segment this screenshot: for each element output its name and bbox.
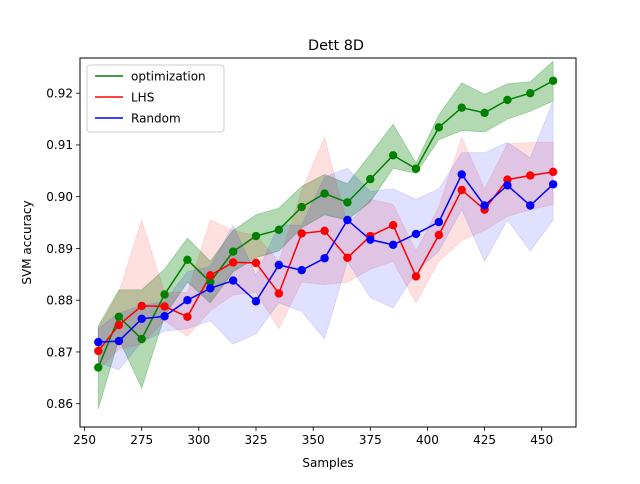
legend: optimization LHS Random: [86, 64, 225, 133]
chart-title: Dett 8D: [308, 38, 364, 54]
point-optimization: [503, 95, 512, 105]
point-random: [160, 312, 169, 321]
point-random: [526, 201, 535, 210]
point-lhs: [320, 226, 329, 236]
point-lhs: [548, 167, 558, 177]
point-optimization: [388, 151, 398, 160]
point-random: [274, 260, 284, 270]
point-random: [94, 337, 103, 347]
x-tick-label: 400: [416, 433, 439, 447]
point-lhs: [114, 320, 124, 330]
point-random: [434, 217, 444, 227]
y-axis-ticks: 0.86 0.87 0.88 0.89 0.90 0.91 0.92: [46, 86, 80, 411]
point-random: [503, 181, 512, 190]
legend-box: [86, 64, 225, 133]
y-tick-label: 0.86: [46, 397, 73, 411]
y-tick-label: 0.89: [46, 242, 73, 256]
point-optimization: [480, 108, 489, 118]
plot-frame: [79, 57, 577, 428]
point-random: [183, 296, 192, 305]
point-lhs: [434, 230, 444, 240]
point-optimization: [160, 290, 169, 299]
point-lhs: [457, 185, 466, 195]
x-tick-label: 300: [187, 433, 210, 447]
point-lhs: [411, 272, 421, 281]
point-lhs: [274, 289, 284, 298]
point-optimization: [206, 277, 215, 287]
point-random: [411, 229, 421, 239]
point-optimization: [526, 88, 535, 98]
y-axis-label: SVM accuracy: [20, 200, 34, 284]
series-points: [94, 76, 558, 372]
y-tick-label: 0.91: [46, 138, 73, 152]
point-optimization: [137, 334, 146, 344]
point-optimization: [411, 164, 421, 173]
point-random: [137, 314, 146, 324]
point-random: [343, 215, 352, 225]
point-random: [480, 201, 489, 210]
point-lhs: [137, 301, 146, 311]
point-lhs: [94, 346, 103, 356]
x-tick-label: 325: [245, 433, 268, 447]
x-tick-label: 375: [359, 433, 382, 447]
point-random: [388, 240, 398, 250]
y-tick-label: 0.92: [46, 86, 73, 100]
legend-label-random: Random: [131, 112, 181, 126]
point-lhs: [388, 220, 398, 230]
point-optimization: [228, 247, 238, 256]
point-optimization: [297, 202, 306, 212]
point-lhs: [526, 171, 535, 180]
point-lhs: [251, 258, 261, 268]
x-tick-label: 350: [302, 433, 325, 447]
point-random: [297, 265, 306, 275]
point-optimization: [366, 174, 375, 184]
point-lhs: [228, 258, 238, 267]
point-optimization: [183, 255, 192, 265]
point-lhs: [183, 312, 192, 321]
band-random: [97, 100, 554, 371]
point-optimization: [251, 231, 261, 241]
point-random: [320, 254, 329, 263]
legend-label-lhs: LHS: [131, 91, 154, 105]
x-tick-label: 250: [73, 433, 96, 447]
y-tick-label: 0.88: [46, 294, 73, 308]
point-optimization: [320, 189, 329, 198]
point-random: [206, 284, 215, 293]
point-random: [251, 297, 261, 306]
point-optimization: [274, 225, 284, 235]
point-optimization: [457, 103, 466, 112]
point-optimization: [548, 76, 558, 85]
x-tick-label: 450: [530, 433, 553, 447]
point-optimization: [434, 123, 444, 132]
point-random: [457, 170, 466, 179]
point-random: [228, 276, 238, 285]
point-random: [114, 336, 124, 346]
y-tick-label: 0.87: [46, 345, 73, 359]
point-random: [548, 180, 558, 189]
y-tick-label: 0.90: [46, 190, 73, 204]
point-lhs: [160, 302, 169, 311]
x-axis-label: Samples: [302, 456, 353, 470]
point-lhs: [206, 271, 215, 280]
point-lhs: [343, 253, 352, 262]
x-tick-label: 425: [473, 433, 496, 447]
point-random: [366, 235, 375, 244]
x-axis-ticks: 250 275 300 325 350 375 400 425 450: [73, 427, 553, 447]
point-optimization: [114, 312, 124, 321]
point-optimization: [94, 363, 103, 372]
x-tick-label: 275: [130, 433, 153, 447]
legend-label-optimization: optimization: [131, 70, 206, 84]
point-optimization: [343, 198, 352, 207]
point-lhs: [297, 229, 306, 238]
